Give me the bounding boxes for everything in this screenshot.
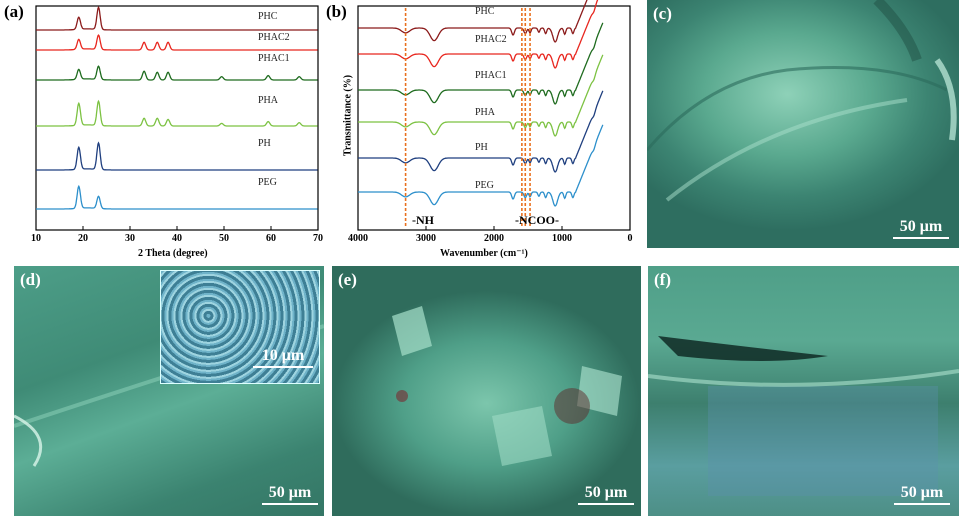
- ftir-series-label-pha: PHA: [475, 107, 496, 118]
- xrd-series-ph: [36, 141, 318, 171]
- panel-label-b: (b): [326, 2, 347, 21]
- ftir-tick-label: 3000: [416, 233, 436, 244]
- xrd-series-label-phac1: PHAC1: [258, 53, 290, 64]
- ftir-series-label-ph: PH: [475, 142, 488, 153]
- xrd-series-pha: [36, 99, 318, 127]
- xrd-tick-label: 60: [266, 233, 276, 244]
- scale-bar-c: 50 μm: [893, 218, 949, 239]
- sem-image-c: (c) 50 μm: [647, 0, 959, 248]
- xrd-tick-label: 40: [172, 233, 182, 244]
- xrd-chart: PHC PHAC2 PHAC1 PHA PH PEG 10 20 30 40 50 60 70: [31, 5, 323, 244]
- ftir-chart: PHC PHAC2 PHAC1 PHA PH PEG 4000 3000 2000 1000 0: [348, 0, 633, 244]
- xrd-series-label-pha: PHA: [258, 95, 279, 106]
- scale-bar-inset-text: 10 μm: [261, 347, 305, 364]
- scale-bar-e: 50 μm: [578, 484, 634, 505]
- ftir-series-ph: [358, 90, 604, 173]
- ftir-series-label-phc: PHC: [475, 6, 495, 17]
- xrd-tick-label: 30: [125, 233, 135, 244]
- ftir-series-label-phac1: PHAC1: [475, 70, 507, 81]
- panel-label-c: (c): [653, 4, 672, 23]
- sem-image-e: (e) 50 μm: [332, 266, 641, 516]
- ftir-tick-label: 1000: [552, 233, 572, 244]
- sem-image-f: (f) 50 μm: [648, 266, 959, 516]
- xrd-series-label-phc: PHC: [258, 11, 278, 22]
- scale-bar-f-text: 50 μm: [900, 484, 944, 501]
- scale-bar-c-line: [893, 237, 949, 239]
- scale-bar-e-text: 50 μm: [584, 484, 628, 501]
- scale-bar-d-line: [262, 503, 318, 505]
- xrd-series-phac2: [36, 34, 318, 51]
- sem-e-texture: [392, 306, 622, 466]
- ftir-tick-label: 2000: [484, 233, 504, 244]
- nh-annotation: -NH: [412, 213, 434, 227]
- ncoo-annotation: -NCOO-: [515, 213, 559, 227]
- sem-c-texture: [647, 0, 957, 202]
- xrd-tick-label: 50: [219, 233, 229, 244]
- ftir-x-axis-title: Wavenumber (cm⁻¹): [440, 248, 528, 259]
- xrd-x-axis-title: 2 Theta (degree): [138, 248, 208, 259]
- ftir-series-phac1: [358, 22, 604, 105]
- ftir-tick-label: 4000: [348, 233, 368, 244]
- xrd-series-label-peg: PEG: [258, 177, 277, 188]
- scale-bar-f-line: [894, 503, 950, 505]
- xrd-series-phc: [36, 6, 318, 31]
- ftir-series-pha: [358, 54, 604, 137]
- xrd-series-label-ph: PH: [258, 138, 271, 149]
- scale-bar-inset: 10 μm: [253, 347, 313, 368]
- scale-bar-f: 50 μm: [894, 484, 950, 505]
- ftir-tick-label: 0: [628, 233, 633, 244]
- panel-label-d: (d): [20, 270, 41, 289]
- ftir-series-phc: [358, 0, 588, 43]
- scale-bar-d-text: 50 μm: [268, 484, 312, 501]
- xrd-tick-label: 20: [78, 233, 88, 244]
- panel-label-a: (a): [4, 2, 24, 21]
- xrd-tick-label: 70: [313, 233, 323, 244]
- ftir-series-phac2: [358, 0, 599, 69]
- scale-bar-inset-line: [253, 366, 313, 368]
- ftir-y-axis-title: Transmittance (%): [342, 74, 354, 157]
- scale-bar-e-line: [578, 503, 634, 505]
- scale-bar-d: 50 μm: [262, 484, 318, 505]
- xrd-series-label-phac2: PHAC2: [258, 32, 290, 43]
- panel-label-f: (f): [654, 270, 671, 289]
- xrd-tick-label: 10: [31, 233, 41, 244]
- xrd-series-phac1: [36, 65, 318, 81]
- sem-image-d: (d) 10 μm 50 μm: [14, 266, 324, 516]
- panel-label-e: (e): [338, 270, 357, 289]
- scale-bar-c-text: 50 μm: [899, 218, 943, 235]
- xrd-series-peg: [36, 184, 318, 210]
- sem-f-texture: [648, 336, 959, 496]
- ftir-series-label-peg: PEG: [475, 180, 494, 191]
- ftir-series-label-phac2: PHAC2: [475, 34, 507, 45]
- ftir-series-peg: [358, 124, 604, 207]
- sem-d-inset: 10 μm: [160, 270, 320, 384]
